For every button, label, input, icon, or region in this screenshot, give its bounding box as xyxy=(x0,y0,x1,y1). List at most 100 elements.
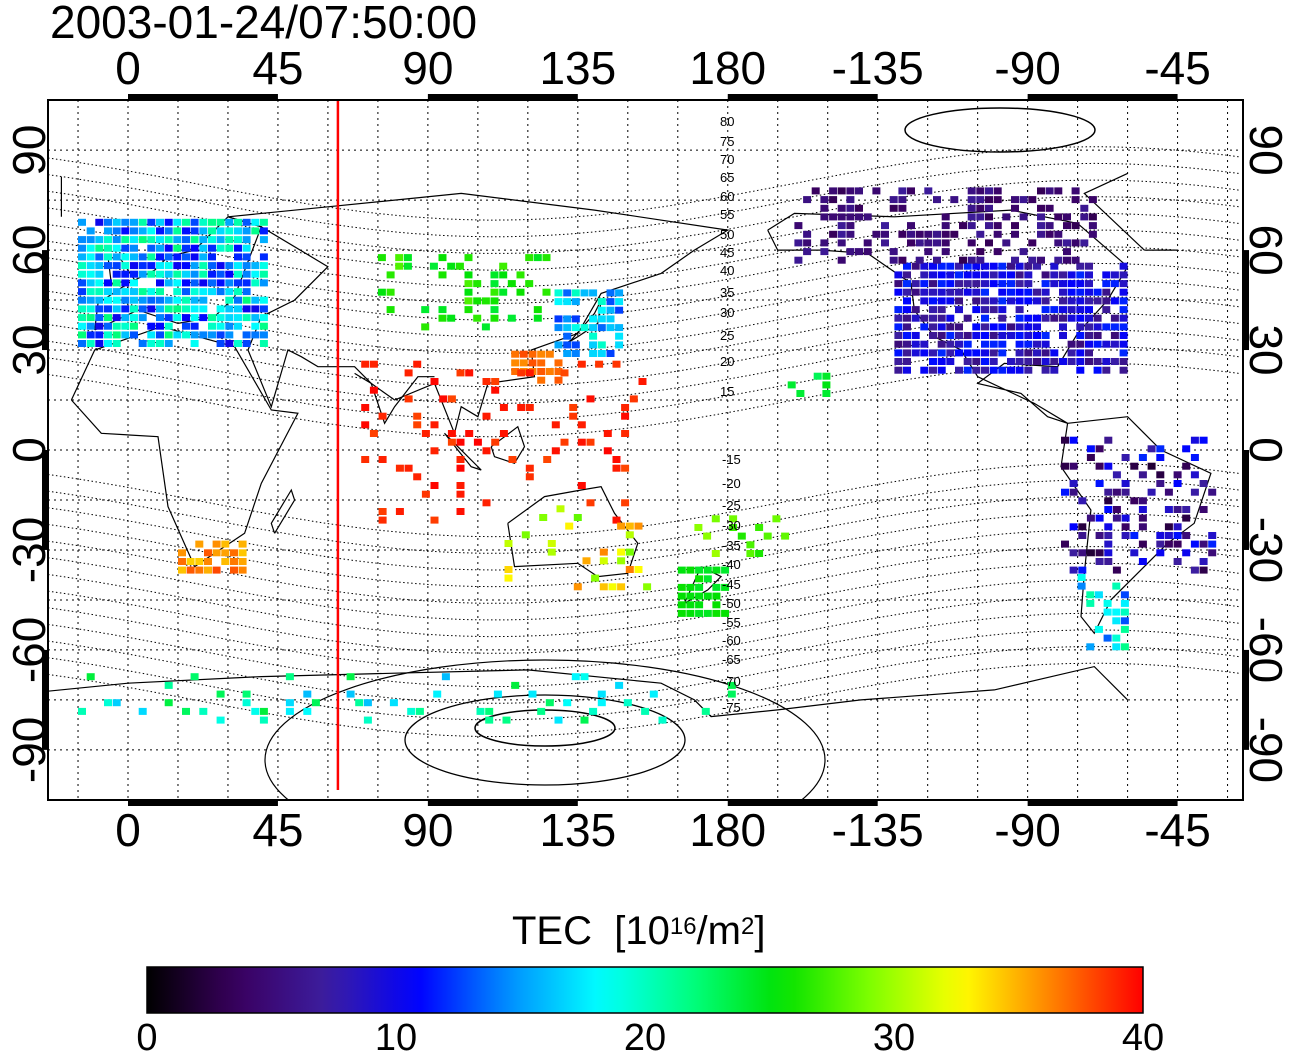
coastlines xyxy=(48,172,1212,718)
south-contour-label: -70 xyxy=(722,674,741,689)
tec-point xyxy=(889,256,898,264)
frame-bar xyxy=(128,800,278,806)
right-lat-tick-label: 90 xyxy=(1240,125,1292,176)
tec-point xyxy=(1119,349,1128,357)
tec-point xyxy=(554,368,563,375)
tec-point xyxy=(1119,366,1128,374)
tec-point xyxy=(430,378,439,385)
tec-point xyxy=(1119,323,1128,331)
tec-point xyxy=(242,296,251,304)
tec-point xyxy=(1119,340,1128,348)
south-contour-label: -75 xyxy=(722,700,741,715)
tec-point xyxy=(1121,532,1130,539)
tec-point xyxy=(955,280,963,288)
left-lat-tick-label: -30 xyxy=(3,517,55,583)
tec-point xyxy=(580,673,589,681)
tec-point xyxy=(190,244,199,252)
tec-point xyxy=(1110,297,1119,305)
tec-point xyxy=(138,227,147,235)
left-lat-tick-label: 30 xyxy=(3,324,55,375)
tec-point xyxy=(937,366,946,374)
tec-point xyxy=(482,412,491,420)
tec-point xyxy=(216,236,225,244)
tec-point xyxy=(519,350,528,358)
tec-point xyxy=(389,699,398,707)
tec-point xyxy=(597,306,606,314)
tec-point xyxy=(937,288,946,296)
tec-point xyxy=(603,430,612,437)
tec-point xyxy=(259,279,268,287)
tec-point xyxy=(1120,625,1129,633)
tec-point xyxy=(1007,358,1015,365)
tec-point xyxy=(156,340,164,347)
tec-point xyxy=(121,244,130,252)
tec-point xyxy=(95,244,104,252)
tec-point xyxy=(464,254,473,262)
tec-point xyxy=(216,218,225,226)
tec-point xyxy=(234,244,242,252)
tec-point xyxy=(1156,540,1165,548)
tec-point xyxy=(1041,288,1050,296)
tec-point xyxy=(173,218,182,226)
tec-point xyxy=(989,358,998,365)
tec-point xyxy=(981,332,989,339)
tec-point xyxy=(208,253,216,261)
tec-point xyxy=(695,609,704,617)
tec-point xyxy=(1067,358,1076,365)
tec-point xyxy=(112,699,121,707)
tec-point xyxy=(234,270,242,278)
tec-point xyxy=(1007,323,1015,331)
tec-point xyxy=(1050,271,1059,279)
coastline xyxy=(48,665,1129,718)
left-lat-tick-label: 60 xyxy=(3,224,55,275)
tec-point xyxy=(225,314,234,322)
tec-point xyxy=(545,368,554,375)
tec-point xyxy=(903,271,911,279)
tec-point xyxy=(985,196,993,204)
tec-point xyxy=(1110,271,1119,279)
tec-point xyxy=(1199,566,1208,574)
tec-point xyxy=(1085,262,1093,270)
tec-point xyxy=(597,699,606,707)
tec-point xyxy=(894,288,903,296)
tec-point xyxy=(1102,366,1111,374)
tec-point xyxy=(1078,523,1087,531)
tec-point xyxy=(225,270,234,278)
right-lat-tick-label: 30 xyxy=(1240,324,1292,375)
tec-point xyxy=(989,297,998,305)
tec-point xyxy=(1085,297,1093,305)
tec-point xyxy=(803,196,812,204)
tec-point xyxy=(1102,297,1111,305)
tec-point xyxy=(571,673,580,681)
tec-point xyxy=(208,244,216,252)
tec-point xyxy=(147,305,156,313)
tec-point xyxy=(712,601,721,609)
tec-point xyxy=(1037,187,1045,195)
tec-point xyxy=(563,324,572,332)
tec-point xyxy=(820,196,829,204)
tec-point xyxy=(199,227,208,235)
mag-contour xyxy=(48,362,1241,438)
tec-point xyxy=(78,707,86,715)
tec-point xyxy=(820,204,829,212)
tec-point xyxy=(903,288,911,296)
tec-point xyxy=(78,253,86,261)
tec-point xyxy=(130,279,138,287)
tec-point xyxy=(929,271,937,279)
tec-point xyxy=(1112,566,1121,574)
right-lat-tick-label: 60 xyxy=(1240,224,1292,275)
tec-point xyxy=(554,716,563,724)
tec-point xyxy=(285,673,294,681)
tec-point xyxy=(225,244,234,252)
tec-point xyxy=(1080,239,1089,247)
tec-point xyxy=(216,227,225,235)
tec-point xyxy=(686,609,695,617)
magnetic-latitude-contours xyxy=(48,107,1241,800)
tec-point xyxy=(491,378,500,385)
tec-point xyxy=(829,230,838,238)
tec-point xyxy=(378,516,387,524)
tec-point xyxy=(787,381,796,389)
tec-point xyxy=(929,349,937,357)
tec-point xyxy=(1119,280,1128,288)
tec-point xyxy=(173,253,182,261)
